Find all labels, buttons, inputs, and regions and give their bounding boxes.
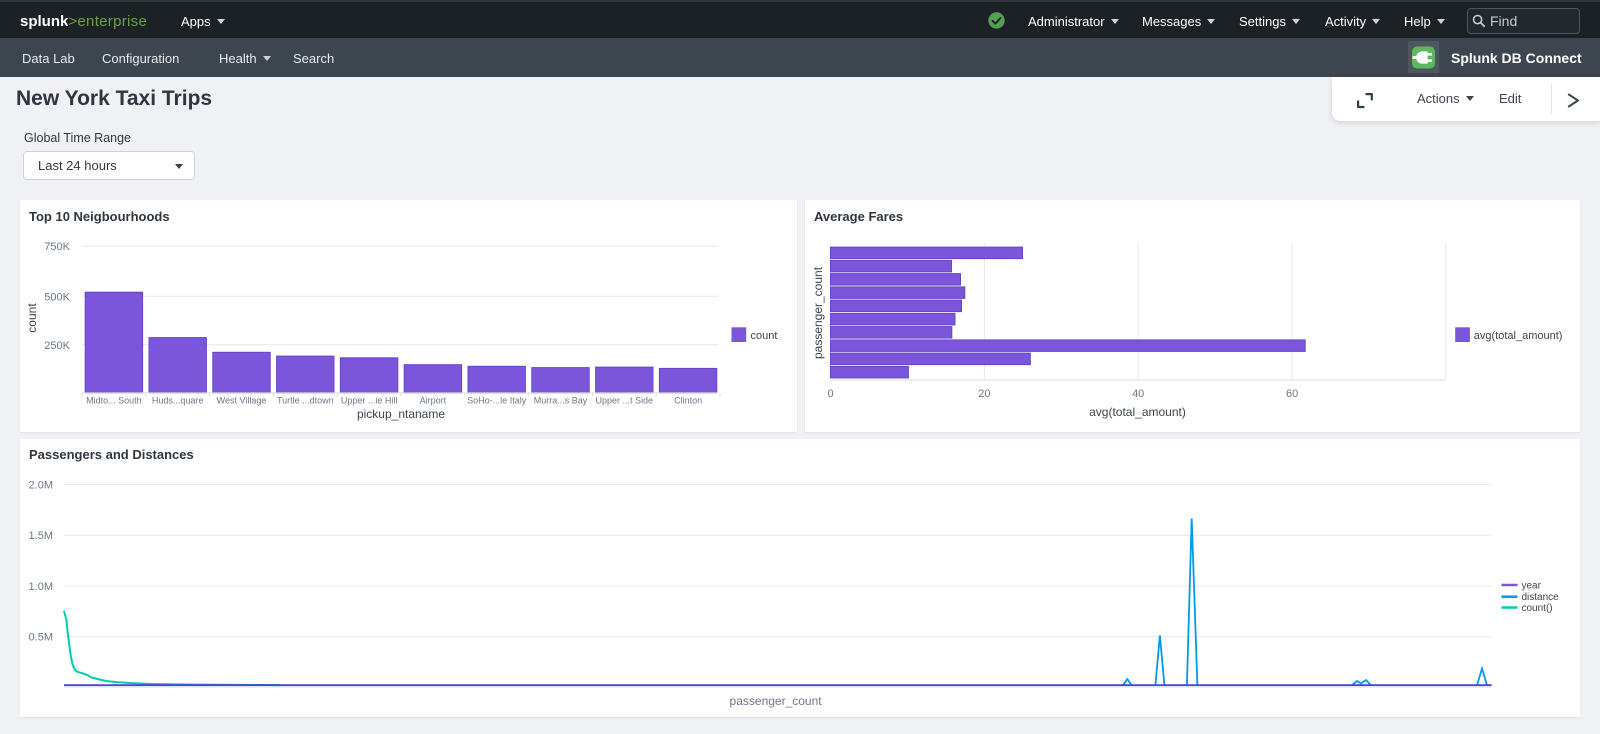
svg-text:0.5M: 0.5M bbox=[29, 632, 53, 644]
svg-text:pickup_ntaname: pickup_ntaname bbox=[357, 407, 445, 421]
svg-text:count: count bbox=[751, 330, 778, 342]
svg-text:count: count bbox=[25, 303, 39, 333]
svg-text:avg(total_amount): avg(total_amount) bbox=[1089, 405, 1186, 419]
svg-text:year: year bbox=[1522, 581, 1542, 592]
svg-text:500K: 500K bbox=[44, 291, 70, 303]
svg-text:0: 0 bbox=[827, 388, 833, 400]
svg-text:60: 60 bbox=[1286, 388, 1298, 400]
svg-text:Upper ...ie Hill: Upper ...ie Hill bbox=[341, 396, 398, 406]
svg-text:distance: distance bbox=[1522, 592, 1560, 603]
svg-text:750K: 750K bbox=[44, 241, 70, 253]
svg-text:count(): count() bbox=[1522, 603, 1553, 614]
svg-text:40: 40 bbox=[1132, 388, 1144, 400]
svg-text:Upper ...t Side: Upper ...t Side bbox=[596, 396, 654, 406]
svg-text:avg(total_amount): avg(total_amount) bbox=[1474, 330, 1563, 342]
svg-text:250K: 250K bbox=[44, 340, 70, 352]
svg-text:1.0M: 1.0M bbox=[29, 581, 53, 593]
svg-text:West Village: West Village bbox=[217, 396, 267, 406]
svg-text:Clinton: Clinton bbox=[674, 396, 702, 406]
svg-text:Turtle ...dtown: Turtle ...dtown bbox=[277, 396, 334, 406]
svg-text:Midto... South: Midto... South bbox=[86, 396, 142, 406]
svg-text:1.5M: 1.5M bbox=[29, 530, 53, 542]
svg-text:Murra...s Bay: Murra...s Bay bbox=[534, 396, 588, 406]
svg-text:Huds...quare: Huds...quare bbox=[152, 396, 204, 406]
svg-text:passenger_count: passenger_count bbox=[811, 266, 825, 359]
svg-text:Airport: Airport bbox=[420, 396, 447, 406]
svg-text:20: 20 bbox=[978, 388, 990, 400]
svg-text:2.0M: 2.0M bbox=[29, 480, 53, 492]
svg-text:passenger_count: passenger_count bbox=[730, 694, 823, 708]
svg-text:SoHo-...le Italy: SoHo-...le Italy bbox=[467, 396, 527, 406]
